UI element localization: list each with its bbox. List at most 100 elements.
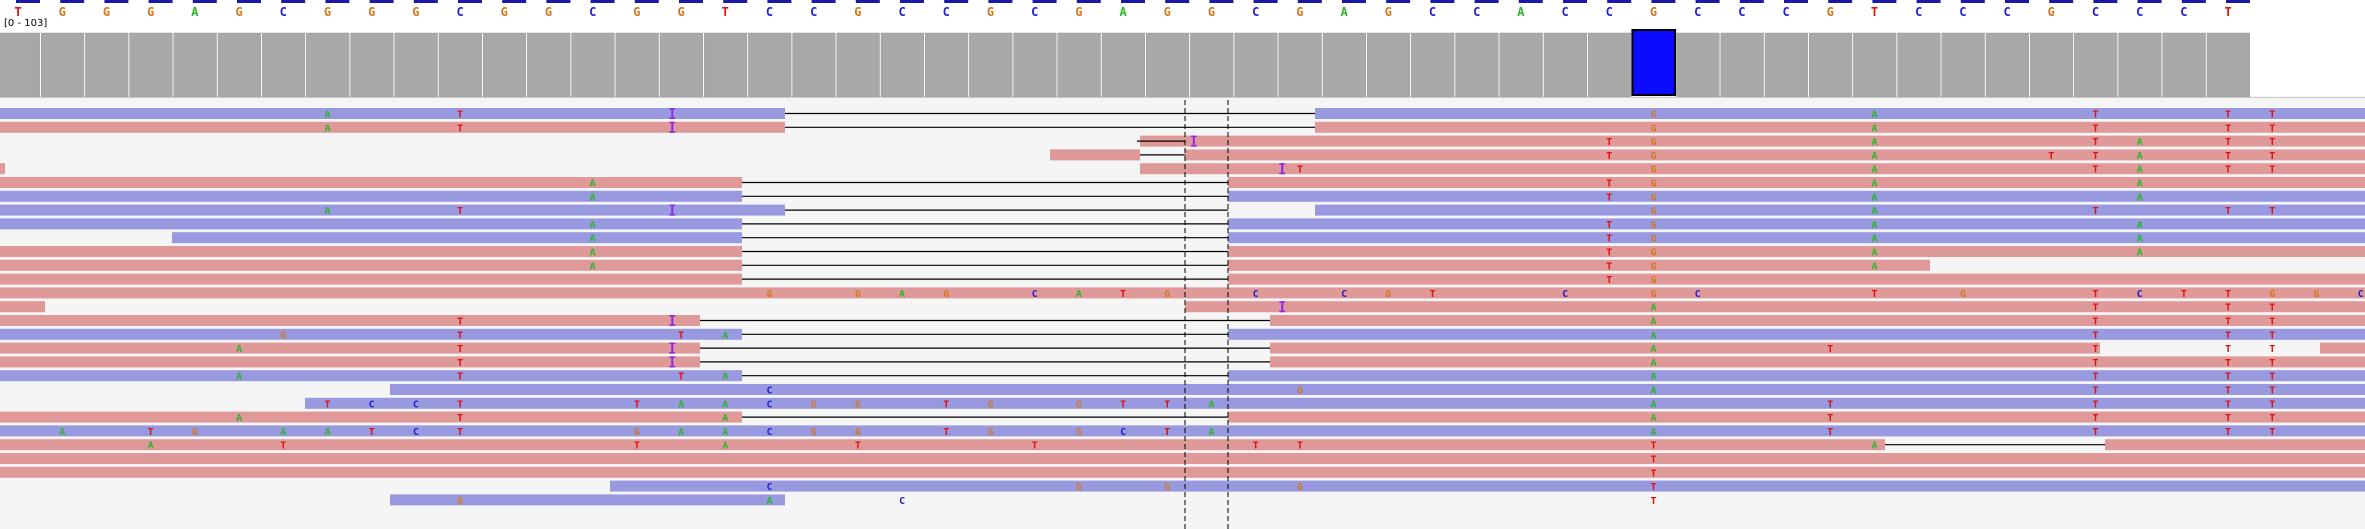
reverse-read[interactable] <box>1315 121 2365 133</box>
coverage-bar[interactable] <box>1145 32 1190 98</box>
forward-read[interactable] <box>1228 218 2365 230</box>
reference-base[interactable]: G <box>147 5 154 19</box>
coverage-bar[interactable] <box>1322 32 1366 98</box>
reference-base[interactable]: T <box>722 5 729 19</box>
forward-read[interactable] <box>390 384 2365 395</box>
coverage-bar[interactable] <box>1278 32 1322 98</box>
reverse-read[interactable] <box>1228 177 2365 188</box>
coverage-bar[interactable] <box>571 32 615 98</box>
reference-base[interactable]: A <box>1517 5 1525 19</box>
insertion-marker[interactable] <box>671 121 674 133</box>
reference-base[interactable]: G <box>545 5 552 19</box>
coverage-bar[interactable] <box>1543 32 1587 98</box>
reference-base[interactable]: G <box>103 5 110 19</box>
coverage-bar[interactable] <box>2029 32 2074 98</box>
reference-base[interactable]: T <box>2224 5 2231 19</box>
coverage-bar[interactable] <box>1764 32 1808 98</box>
coverage-bar[interactable] <box>1897 32 1941 98</box>
insertion-marker[interactable] <box>671 342 674 354</box>
reverse-read[interactable] <box>1228 273 2365 285</box>
coverage-bar[interactable] <box>40 32 85 98</box>
insertion-marker[interactable] <box>671 204 674 216</box>
coverage-bar[interactable] <box>1985 32 2029 98</box>
reverse-read[interactable] <box>0 177 742 188</box>
reference-base[interactable]: C <box>1473 5 1480 19</box>
reverse-read[interactable] <box>0 287 2365 299</box>
coverage-bar[interactable] <box>1676 32 1720 98</box>
reference-base[interactable]: C <box>943 5 950 19</box>
forward-read[interactable] <box>1315 204 2365 216</box>
coverage-track[interactable] <box>0 29 2365 98</box>
coverage-bar[interactable] <box>438 32 482 98</box>
coverage-bar[interactable] <box>615 32 659 98</box>
forward-read[interactable] <box>0 328 742 340</box>
coverage-bar[interactable] <box>1853 32 1897 98</box>
insertion-marker[interactable] <box>671 356 674 368</box>
coverage-bar[interactable] <box>1366 32 1411 98</box>
reference-base[interactable]: C <box>1915 5 1922 19</box>
reference-base[interactable]: G <box>59 5 66 19</box>
reverse-read[interactable] <box>0 356 700 368</box>
reference-base[interactable]: A <box>1340 5 1348 19</box>
reverse-read[interactable] <box>2320 342 2365 354</box>
coverage-bar[interactable] <box>394 32 438 98</box>
forward-read[interactable] <box>0 204 785 216</box>
reference-base[interactable]: C <box>1429 5 1436 19</box>
reverse-read[interactable] <box>0 163 5 175</box>
reverse-read[interactable] <box>0 439 1885 451</box>
coverage-bar[interactable] <box>1720 32 1764 98</box>
reference-base[interactable]: G <box>633 5 640 19</box>
coverage-bar[interactable] <box>2162 32 2206 98</box>
reverse-read[interactable] <box>0 273 742 285</box>
coverage-bar[interactable] <box>969 32 1013 98</box>
forward-read[interactable] <box>172 232 742 244</box>
coverage-bar[interactable] <box>2074 32 2118 98</box>
reverse-read[interactable] <box>1228 259 1930 271</box>
coverage-bar[interactable] <box>261 32 306 98</box>
coverage-bar[interactable] <box>924 32 969 98</box>
reference-base[interactable]: C <box>1606 5 1613 19</box>
reference-base[interactable]: G <box>235 5 242 19</box>
reverse-read[interactable] <box>0 453 2365 464</box>
reverse-read[interactable] <box>0 246 742 257</box>
reverse-read[interactable] <box>1270 315 2365 326</box>
forward-read[interactable] <box>1228 370 2365 382</box>
forward-read[interactable] <box>390 494 785 506</box>
coverage-bar[interactable] <box>527 32 571 98</box>
reference-base[interactable]: C <box>2180 5 2187 19</box>
reference-base[interactable]: A <box>191 5 199 19</box>
insertion-marker[interactable] <box>671 315 674 326</box>
reference-base[interactable]: C <box>766 5 773 19</box>
reference-base[interactable]: C <box>1738 5 1745 19</box>
reference-base[interactable]: G <box>1827 5 1834 19</box>
coverage-bar[interactable] <box>1057 32 1101 98</box>
reference-base[interactable]: C <box>1561 5 1568 19</box>
forward-read[interactable] <box>0 108 785 119</box>
forward-read[interactable] <box>1228 328 2365 340</box>
coverage-bar[interactable] <box>1190 32 1234 98</box>
reference-base[interactable]: G <box>2048 5 2055 19</box>
reference-base[interactable]: G <box>1650 5 1657 19</box>
forward-read[interactable] <box>1315 108 2365 119</box>
coverage-bar[interactable] <box>659 32 703 98</box>
coverage-bar[interactable] <box>1499 32 1543 98</box>
coverage-bar[interactable] <box>1587 32 1632 98</box>
reference-base[interactable]: G <box>1296 5 1303 19</box>
